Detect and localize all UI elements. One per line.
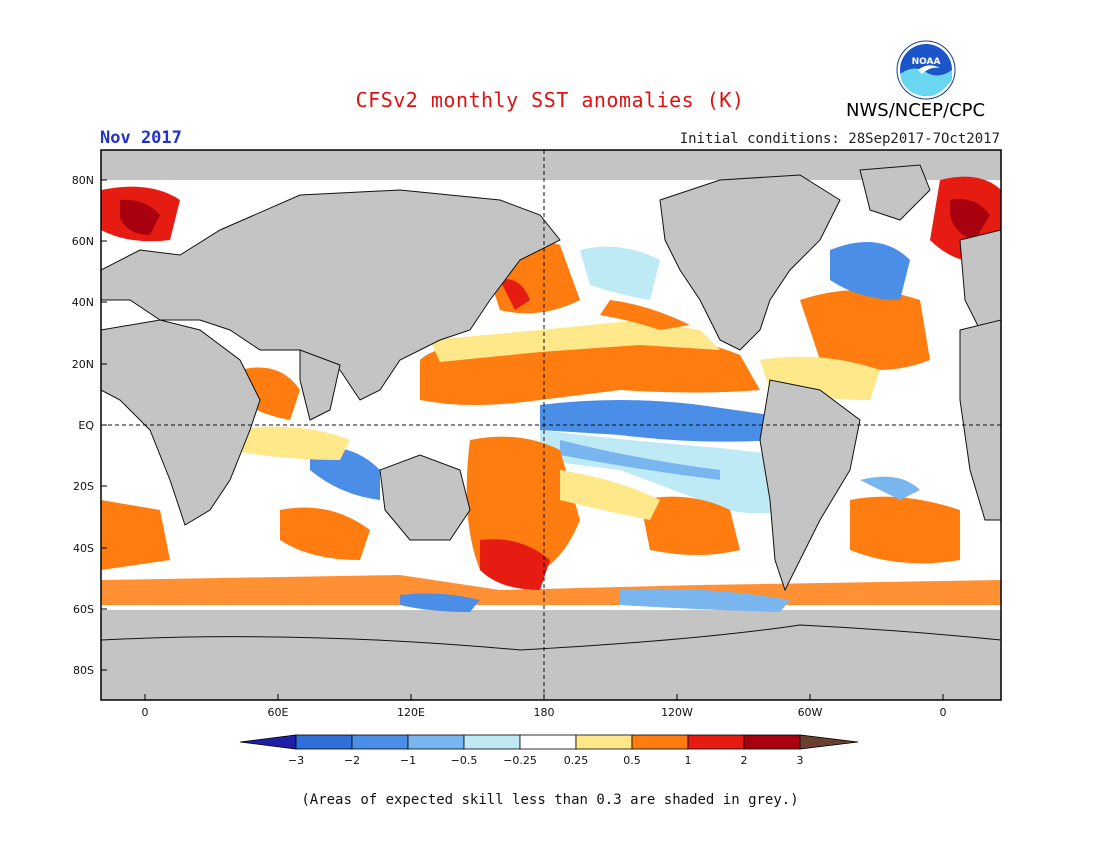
colorbar-label: −3 <box>288 754 304 767</box>
logo-text: NOAA <box>912 57 941 67</box>
skill-note: (Areas of expected skill less than 0.3 a… <box>301 792 799 808</box>
colorbar-label: 0.5 <box>623 754 641 767</box>
lon-label: 120E <box>397 706 425 719</box>
lat-label: EQ <box>78 419 94 432</box>
lat-label: 20N <box>72 358 94 371</box>
colorbar-swatch <box>295 734 353 750</box>
lon-label: 60W <box>798 706 823 719</box>
colorbar: −3 −2 −1 −0.5 −0.25 0.25 0.5 1 2 3 <box>239 734 859 767</box>
colorbar-arrow-low <box>239 734 297 750</box>
colorbar-label: 3 <box>797 754 804 767</box>
lon-label: 0 <box>142 706 149 719</box>
lon-label: 0 <box>940 706 947 719</box>
lat-label: 20S <box>73 480 94 493</box>
longitude-axis: 0 60E 120E 180 120W 60W 0 <box>142 694 947 719</box>
forecast-month: Nov 2017 <box>100 128 182 148</box>
colorbar-swatch <box>519 734 577 750</box>
map-title: CFSv2 monthly SST anomalies (K) <box>355 88 745 112</box>
colorbar-swatch <box>687 734 745 750</box>
lat-label: 60N <box>72 235 94 248</box>
colorbar-swatch <box>463 734 521 750</box>
lon-label: 180 <box>534 706 555 719</box>
lat-label: 40S <box>73 542 94 555</box>
colorbar-label: 1 <box>685 754 692 767</box>
noaa-logo: NOAA <box>896 40 956 100</box>
anomaly-field <box>101 176 1001 612</box>
colorbar-swatch <box>407 734 465 750</box>
org-label: NWS/NCEP/CPC <box>846 100 986 121</box>
continents <box>101 164 1001 700</box>
initial-conditions: Initial conditions: 28Sep2017-7Oct2017 <box>679 131 1000 147</box>
arctic-grey <box>101 150 1001 180</box>
colorbar-swatch <box>351 734 409 750</box>
lat-label: 40N <box>72 296 94 309</box>
colorbar-label: −1 <box>400 754 416 767</box>
lon-label: 120W <box>661 706 693 719</box>
colorbar-label: −2 <box>344 754 360 767</box>
colorbar-swatch <box>575 734 633 750</box>
lon-label: 60E <box>268 706 289 719</box>
colorbar-label: −0.5 <box>451 754 478 767</box>
lat-label: 80S <box>73 664 94 677</box>
colorbar-label: 0.25 <box>564 754 589 767</box>
colorbar-swatch <box>631 734 689 750</box>
colorbar-label: 2 <box>741 754 748 767</box>
colorbar-arrow-high <box>799 734 859 750</box>
colorbar-swatch <box>743 734 801 750</box>
colorbar-label: −0.25 <box>503 754 537 767</box>
latitude-axis: 80N 60N 40N 20N EQ 20S 40S 60S 80S <box>72 174 107 677</box>
lat-label: 80N <box>72 174 94 187</box>
lat-label: 60S <box>73 603 94 616</box>
